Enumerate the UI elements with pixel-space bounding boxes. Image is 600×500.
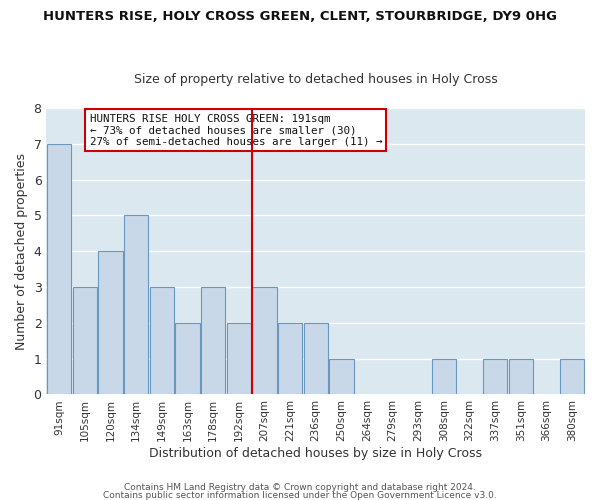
Bar — [201, 287, 226, 395]
Bar — [227, 323, 251, 394]
Bar — [124, 216, 148, 394]
Bar — [252, 287, 277, 395]
Text: HUNTERS RISE HOLY CROSS GREEN: 191sqm
← 73% of detached houses are smaller (30)
: HUNTERS RISE HOLY CROSS GREEN: 191sqm ← … — [89, 114, 382, 147]
Bar — [483, 358, 508, 394]
Bar — [73, 287, 97, 395]
Bar — [47, 144, 71, 395]
Text: HUNTERS RISE, HOLY CROSS GREEN, CLENT, STOURBRIDGE, DY9 0HG: HUNTERS RISE, HOLY CROSS GREEN, CLENT, S… — [43, 10, 557, 23]
Bar — [560, 358, 584, 394]
Text: Contains public sector information licensed under the Open Government Licence v3: Contains public sector information licen… — [103, 491, 497, 500]
Bar — [432, 358, 456, 394]
X-axis label: Distribution of detached houses by size in Holy Cross: Distribution of detached houses by size … — [149, 447, 482, 460]
Text: Contains HM Land Registry data © Crown copyright and database right 2024.: Contains HM Land Registry data © Crown c… — [124, 484, 476, 492]
Bar — [98, 251, 123, 394]
Bar — [329, 358, 353, 394]
Bar — [278, 323, 302, 394]
Title: Size of property relative to detached houses in Holy Cross: Size of property relative to detached ho… — [134, 73, 497, 86]
Bar — [149, 287, 174, 395]
Bar — [175, 323, 200, 394]
Y-axis label: Number of detached properties: Number of detached properties — [15, 152, 28, 350]
Bar — [509, 358, 533, 394]
Bar — [304, 323, 328, 394]
